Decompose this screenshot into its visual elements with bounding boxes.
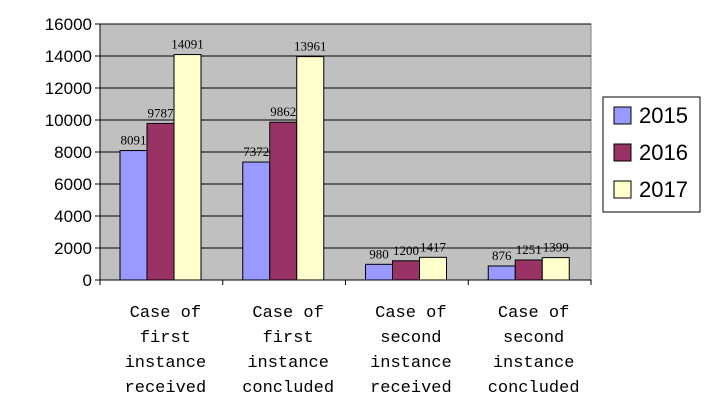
x-axis: Case of first instance received Case of first… xyxy=(99,279,592,398)
x-category-label: instance xyxy=(247,354,329,373)
data-label: 1399 xyxy=(543,240,569,255)
data-label: 9787 xyxy=(148,105,175,120)
x-category-label: second xyxy=(503,329,564,348)
x-category-label: first xyxy=(140,329,191,348)
data-label: 876 xyxy=(492,248,512,263)
x-category-label: instance xyxy=(370,354,452,373)
x-category-label: Case of xyxy=(498,304,569,323)
data-label: 1251 xyxy=(516,242,542,257)
bar-2016 xyxy=(269,121,298,281)
x-category-label: Case of xyxy=(130,304,201,323)
x-category-label: concluded xyxy=(488,379,580,398)
legend-label: 2015 xyxy=(639,103,688,128)
legend-label: 2017 xyxy=(639,177,688,202)
y-tick-label: 12000 xyxy=(45,79,92,98)
legend-swatch xyxy=(613,180,632,199)
data-label: 9862 xyxy=(270,104,296,119)
legend-swatch xyxy=(613,106,632,125)
y-tick-label: 0 xyxy=(83,271,92,290)
data-label: 980 xyxy=(369,246,389,261)
y-tick-label: 10000 xyxy=(45,111,92,130)
bar-2015 xyxy=(119,150,148,281)
bar-2017 xyxy=(296,56,325,281)
x-category-label: concluded xyxy=(242,379,334,398)
bar-2016 xyxy=(392,260,420,281)
x-category-label: second xyxy=(380,329,441,348)
y-tick-label: 6000 xyxy=(54,175,92,194)
data-label: 13961 xyxy=(294,39,327,54)
data-label: 14091 xyxy=(171,37,204,52)
x-category-label: instance xyxy=(125,354,207,373)
x-category-label: received xyxy=(370,379,452,398)
bar-2015 xyxy=(242,161,271,281)
y-tick-label: 8000 xyxy=(54,143,92,162)
bar-2016 xyxy=(146,122,175,281)
bars xyxy=(119,54,570,281)
bar-2017 xyxy=(419,256,447,281)
y-tick-label: 16000 xyxy=(45,15,92,34)
x-category-label: first xyxy=(263,329,314,348)
data-label: 1417 xyxy=(420,239,447,254)
x-category-label: Case of xyxy=(375,304,446,323)
y-tick-label: 14000 xyxy=(45,47,92,66)
bar-2017 xyxy=(173,54,202,281)
data-label: 7372 xyxy=(243,144,269,159)
legend: 2015 2016 2017 xyxy=(602,96,701,213)
x-category-label: received xyxy=(125,379,207,398)
x-category-label: Case of xyxy=(252,304,323,323)
data-label: 1200 xyxy=(393,243,419,258)
bar-2015 xyxy=(365,263,393,281)
data-label: 8091 xyxy=(121,133,147,148)
bar-2016 xyxy=(514,259,543,281)
bar-2017 xyxy=(541,257,570,281)
bar-2015 xyxy=(487,265,516,281)
x-category-label: instance xyxy=(493,354,575,373)
y-axis: 0 2000 4000 6000 8000 10000 12000 14000 16000 xyxy=(45,15,101,290)
y-tick-label: 2000 xyxy=(54,239,92,258)
legend-label: 2016 xyxy=(639,140,688,165)
y-tick-label: 4000 xyxy=(54,207,92,226)
legend-swatch xyxy=(613,143,632,162)
